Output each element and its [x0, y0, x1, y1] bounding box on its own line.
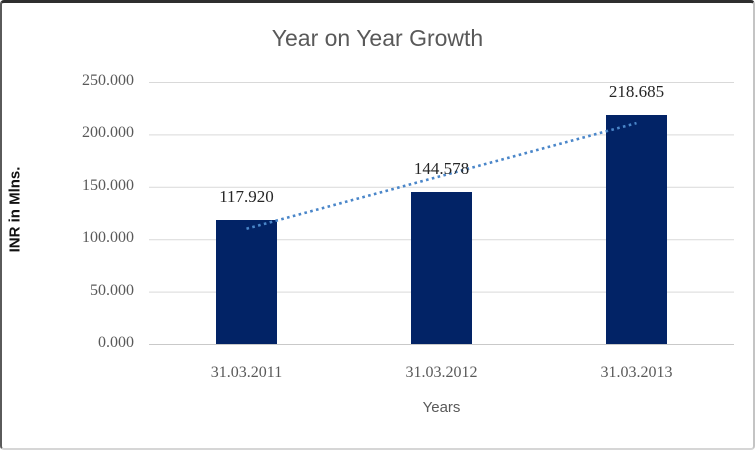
y-tick-label: 0.000: [98, 334, 134, 351]
x-tick-label: 31.03.2013: [600, 364, 673, 381]
chart-title: Year on Year Growth: [271, 25, 484, 51]
y-tick-label: 100.000: [82, 229, 134, 247]
trendline: [246, 121, 637, 230]
x-tick-label: 31.03.2012: [405, 364, 478, 381]
y-tick-label: 250.000: [82, 72, 134, 89]
y-tick-label: 50.000: [90, 281, 134, 299]
data-label: 144.578: [413, 159, 470, 179]
trendline-layer: [246, 121, 637, 230]
x-tick-label: 31.03.2011: [210, 364, 283, 381]
y-tick-label: 150.000: [82, 176, 134, 194]
y-tick-label: 200.000: [82, 124, 134, 142]
x-axis-title: Years: [422, 399, 461, 416]
bar-31.03.2012: [411, 192, 472, 344]
data-label: 218.685: [608, 81, 665, 101]
bar-31.03.2011: [216, 220, 277, 344]
data-label: 117.920: [219, 187, 274, 207]
bar-31.03.2013: [606, 114, 667, 344]
